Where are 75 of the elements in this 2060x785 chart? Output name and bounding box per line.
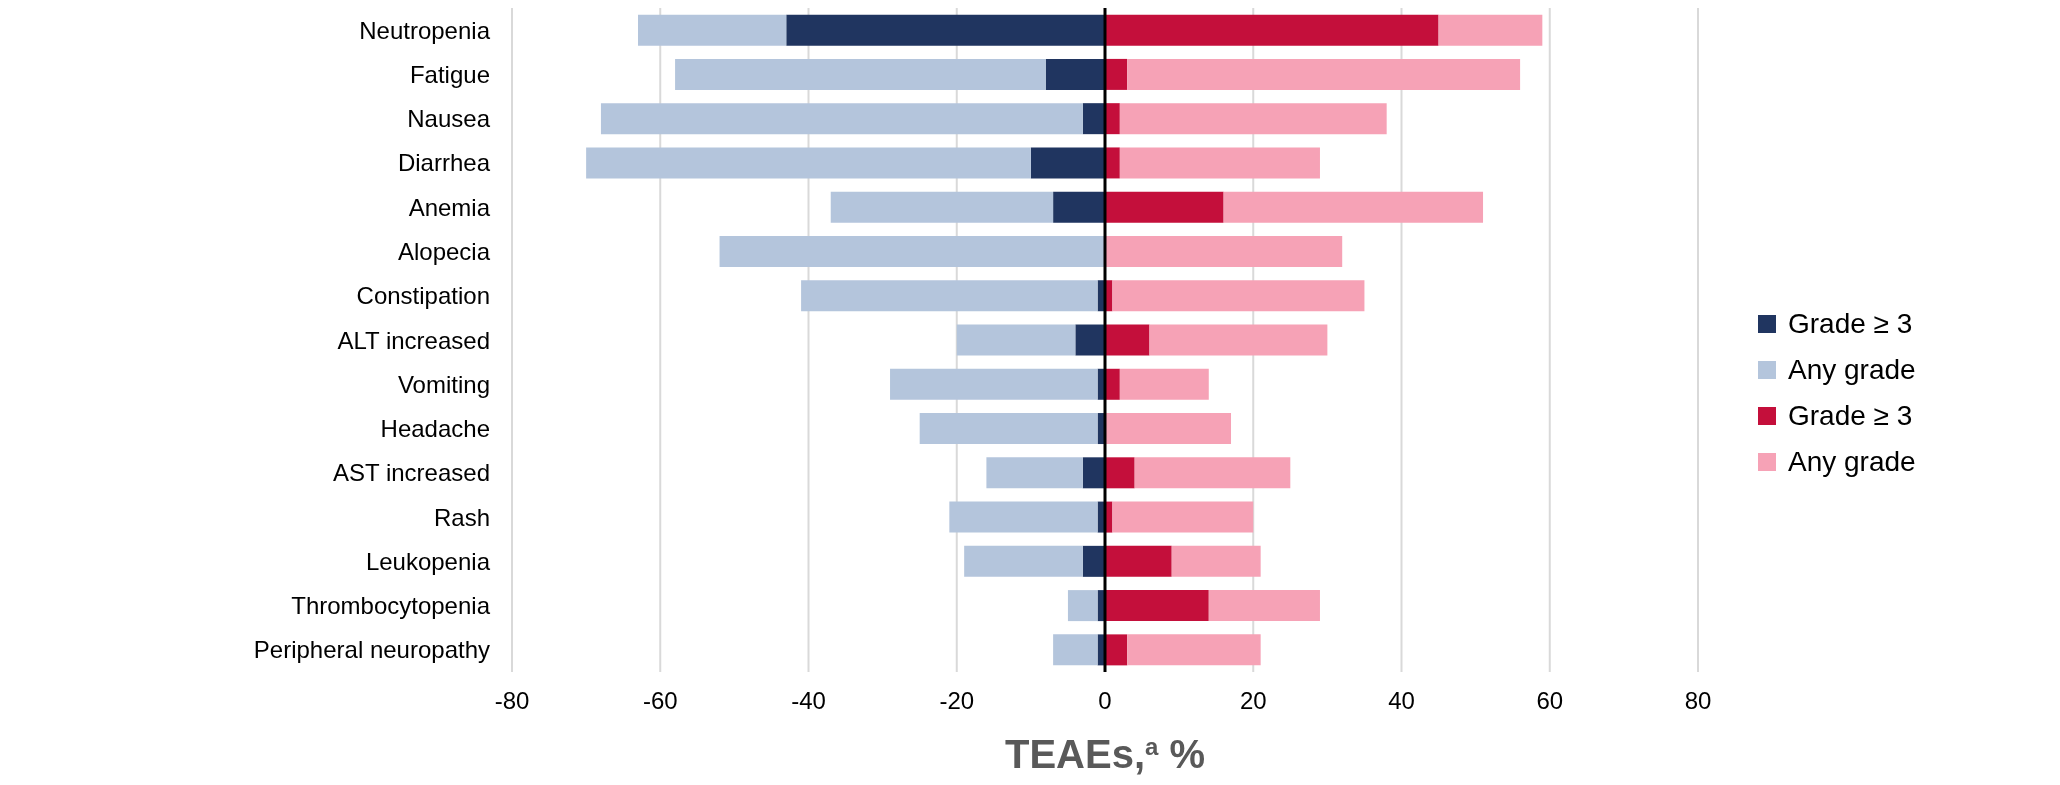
bar: [1105, 413, 1232, 445]
bar: [1105, 14, 1439, 46]
y-tick-label: Peripheral neuropathy: [253, 636, 490, 664]
bar: [600, 103, 1083, 135]
x-axis-title: TEAEs,$^{a}$ %: [1004, 732, 1206, 776]
bar: [1030, 147, 1105, 179]
y-tick-label: Fatigue: [409, 60, 490, 88]
bar: [801, 280, 1098, 312]
bar: [586, 147, 1031, 179]
bar: [1075, 324, 1105, 356]
bar: [1105, 58, 1128, 90]
bar: [1105, 324, 1150, 356]
bar: [1119, 103, 1387, 135]
legend-label: Any grade: [1788, 354, 1916, 386]
bar: [1053, 634, 1098, 666]
bar: [1082, 103, 1105, 135]
y-tick-label: AST increased: [333, 459, 490, 487]
bar: [1105, 191, 1224, 223]
bar: [638, 14, 787, 46]
bar: [1105, 235, 1343, 267]
bar: [1105, 457, 1135, 489]
x-tick-label: 80: [1684, 687, 1712, 715]
bar: [675, 58, 1046, 90]
bar: [1127, 634, 1261, 666]
bar: [949, 501, 1098, 533]
y-tick-label: Diarrhea: [397, 149, 491, 177]
y-tick-label: ALT increased: [337, 326, 490, 354]
y-tick-label: Leukopenia: [365, 547, 491, 575]
y-tick-label: Vomiting: [397, 370, 490, 398]
bar: [1105, 590, 1209, 622]
bar: [1149, 324, 1328, 356]
bar: [1119, 147, 1320, 179]
bar: [1119, 368, 1209, 400]
x-tick-label: 20: [1239, 687, 1267, 715]
x-tick-label: -40: [791, 687, 826, 715]
bar: [1208, 590, 1320, 622]
bar: [1053, 191, 1105, 223]
x-tick-label: 60: [1536, 687, 1564, 715]
y-tick-label: Neutropenia: [359, 16, 491, 44]
y-tick-label: Headache: [380, 415, 490, 443]
x-tick-label: 0: [1098, 687, 1112, 715]
y-tick-label: Constipation: [356, 282, 490, 310]
bar: [1082, 457, 1105, 489]
bar: [1171, 545, 1261, 577]
bar: [719, 235, 1105, 267]
bar: [1112, 501, 1254, 533]
y-tick-label: Rash: [433, 503, 490, 531]
bar: [1105, 545, 1172, 577]
bar: [786, 14, 1105, 46]
bar: [890, 368, 1098, 400]
bar: [1438, 14, 1543, 46]
bar: [1134, 457, 1291, 489]
bar: [830, 191, 1054, 223]
y-tick-label: Alopecia: [397, 237, 491, 265]
legend-label: Any grade: [1788, 446, 1916, 478]
bar: [1223, 191, 1484, 223]
bar: [1127, 58, 1521, 90]
x-tick-label: 40: [1388, 687, 1415, 715]
bar: [956, 324, 1076, 356]
x-tick-label: -60: [642, 687, 678, 715]
bar: [1105, 634, 1128, 666]
bar: [919, 413, 1098, 445]
legend-label: Grade ≥ 3: [1788, 400, 1913, 432]
bar: [1112, 280, 1365, 312]
x-tick-label: -80: [494, 687, 530, 715]
x-tick-label: -20: [939, 687, 975, 715]
y-tick-label: Thrombocytopenia: [291, 592, 491, 620]
bar: [1045, 58, 1105, 90]
legend-label: Grade ≥ 3: [1788, 308, 1913, 340]
y-tick-label: Anemia: [408, 193, 491, 221]
bar: [1067, 590, 1098, 622]
bar: [964, 545, 1083, 577]
bar: [1082, 545, 1105, 577]
bar: [986, 457, 1083, 489]
y-tick-label: Nausea: [407, 105, 491, 133]
